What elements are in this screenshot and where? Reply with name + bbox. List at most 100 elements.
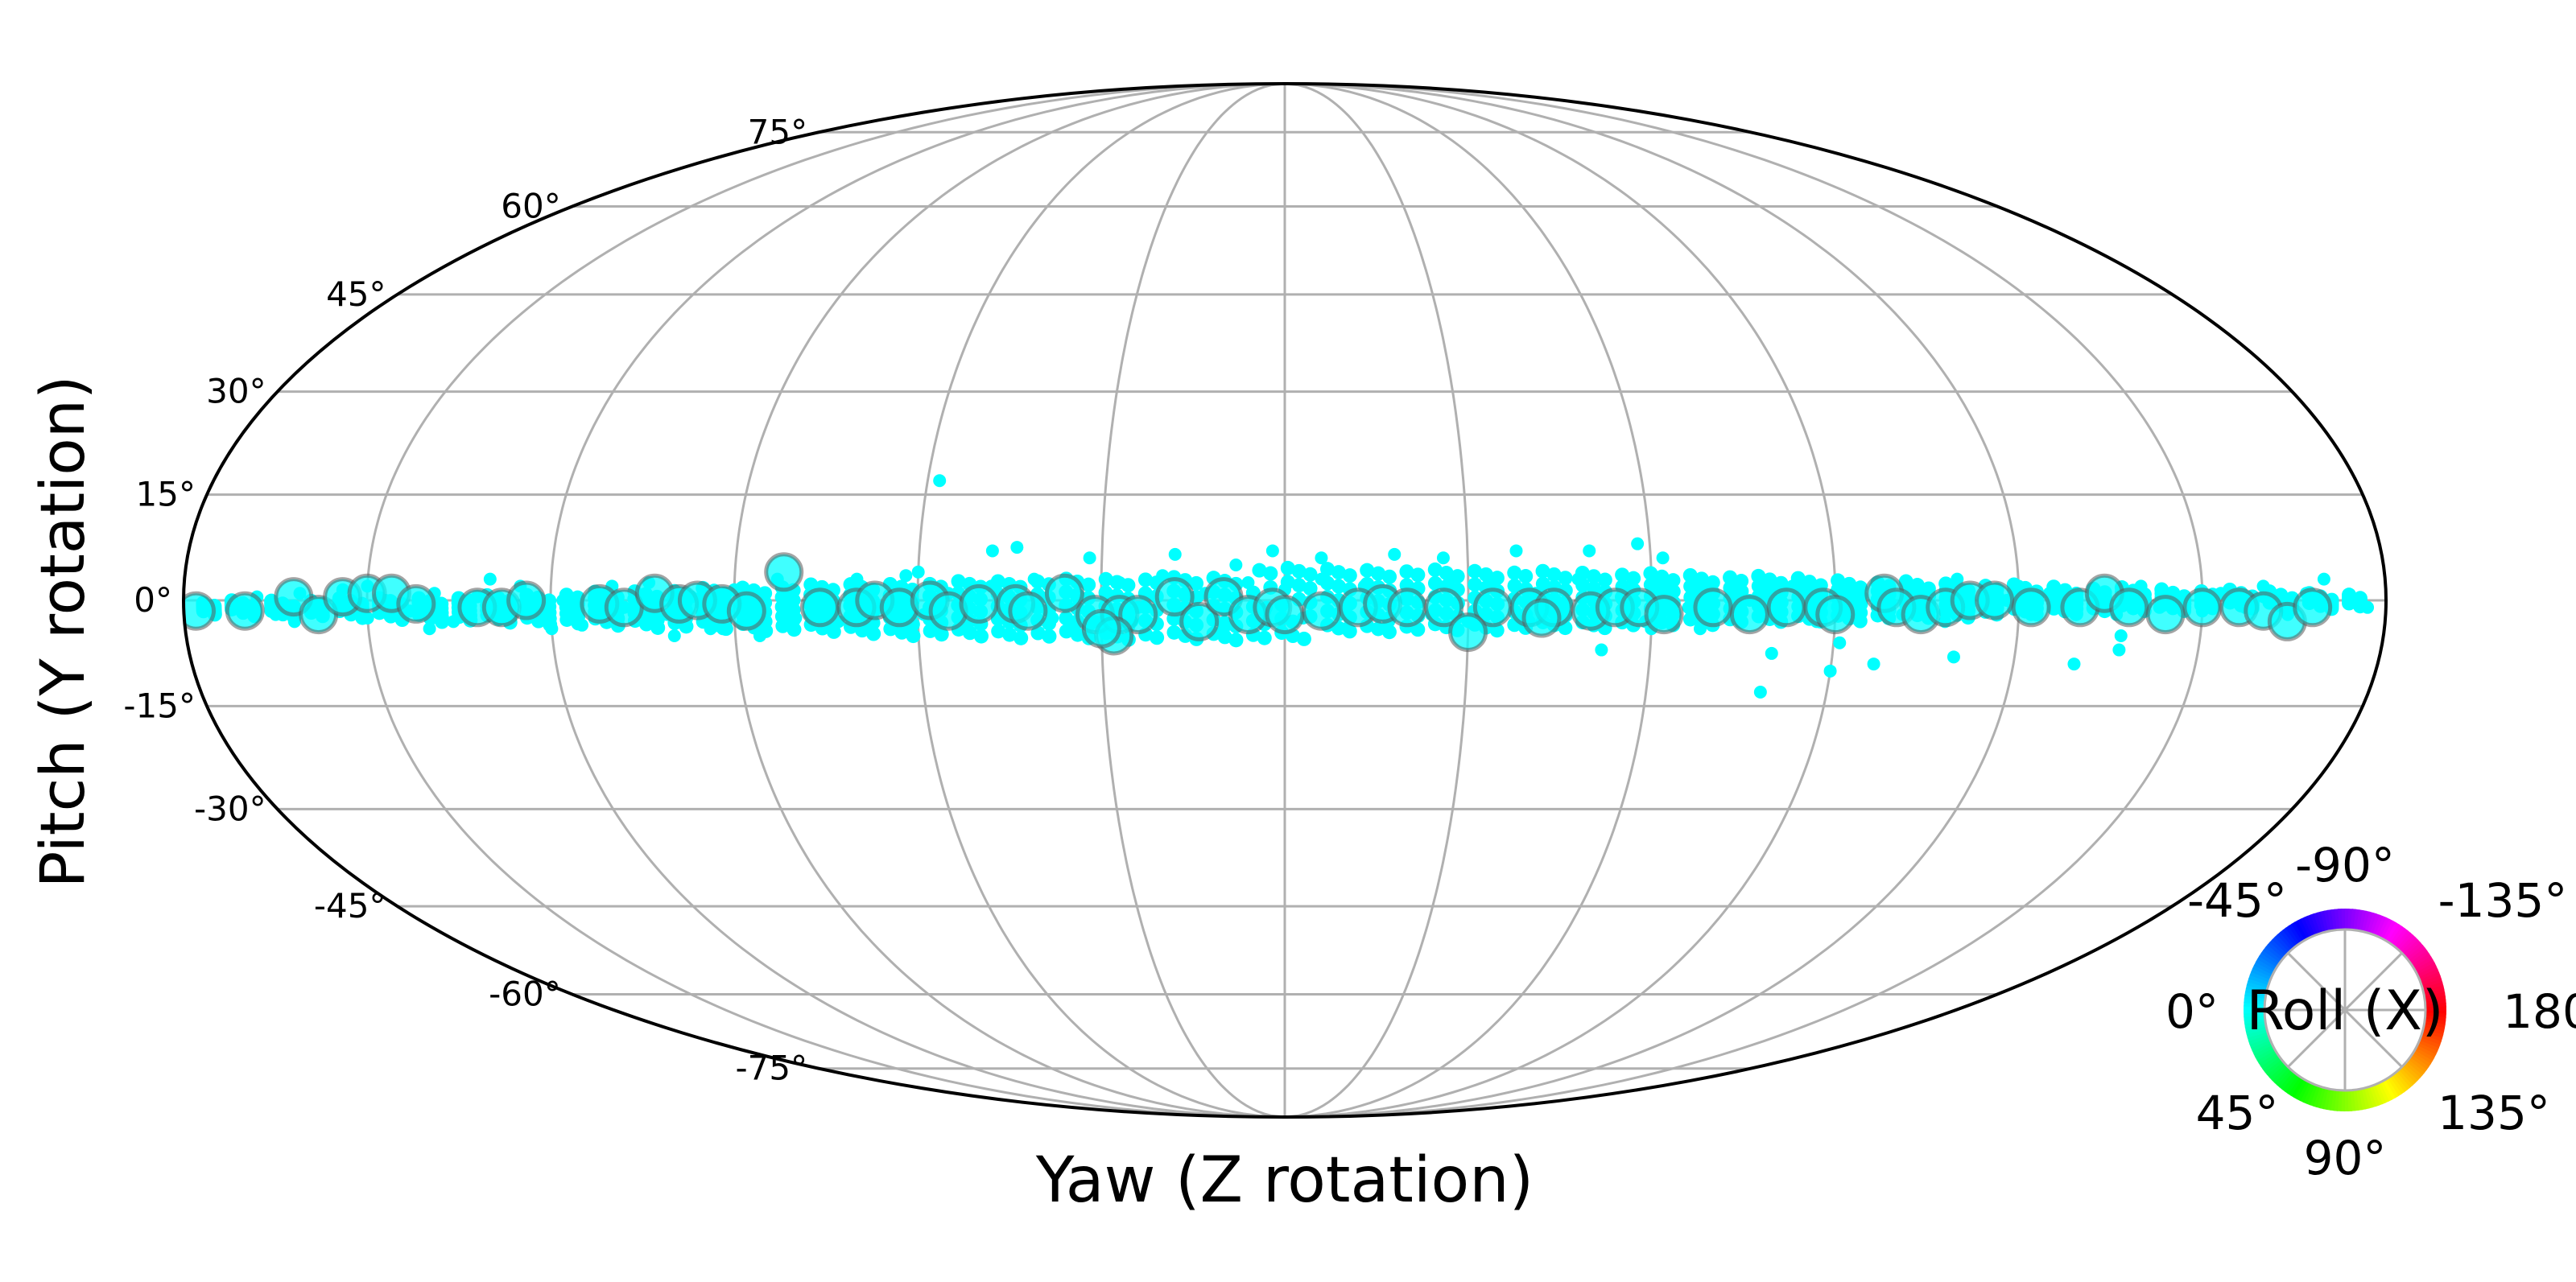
roll-wheel-segment xyxy=(2355,909,2363,931)
roll-wheel-segment xyxy=(2276,1069,2293,1088)
roll-wheel-segment xyxy=(2266,1061,2285,1078)
roll-wheel-segment xyxy=(2320,910,2330,932)
roll-wheel-segment xyxy=(2333,1090,2339,1111)
data-point-small xyxy=(1938,576,1954,592)
roll-wheel-segment xyxy=(2361,910,2371,933)
data-point-small xyxy=(1252,563,1267,578)
data-point-large xyxy=(764,552,804,592)
pitch-tick-labels: 75°60°45°30°15°0°-15°-30°-45°-60°-75° xyxy=(123,112,807,1087)
data-point-small xyxy=(1331,565,1346,580)
roll-wheel-segment xyxy=(2252,1041,2273,1055)
data-point-small xyxy=(1381,625,1397,640)
roll-wheel-segment xyxy=(2413,956,2434,971)
data-point-small xyxy=(1371,621,1386,637)
data-point-small xyxy=(1098,571,1113,587)
roll-tick-label: 0° xyxy=(2165,984,2219,1039)
x-axis-label: Yaw (Z rotation) xyxy=(1035,1144,1534,1217)
roll-wheel-segment xyxy=(2290,1078,2305,1099)
roll-wheel-segment xyxy=(2256,955,2277,970)
roll-wheel-segment xyxy=(2424,1018,2446,1025)
data-point-small xyxy=(1291,578,1307,593)
data-point-small xyxy=(1059,624,1074,639)
data-point-large xyxy=(799,587,840,628)
data-point-small xyxy=(1867,657,1880,671)
roll-wheel-segment xyxy=(2420,1034,2442,1046)
roll-wheel-segment xyxy=(2244,1023,2267,1032)
roll-wheel-segment xyxy=(2271,1065,2289,1083)
roll-wheel-segment xyxy=(2253,1045,2274,1058)
data-point-small xyxy=(894,625,910,640)
roll-wheel-segment xyxy=(2244,995,2266,1002)
roll-tick-label: 180° xyxy=(2503,984,2576,1039)
roll-wheel-segment xyxy=(2418,1040,2439,1053)
roll-wheel-segment xyxy=(2260,950,2281,966)
data-point-small xyxy=(1166,625,1182,640)
data-point-small xyxy=(483,572,497,586)
data-point-small xyxy=(1320,575,1335,591)
roll-wheel-segment xyxy=(2296,1080,2310,1102)
roll-wheel-segment xyxy=(2251,967,2272,980)
data-point-small xyxy=(1319,562,1335,577)
data-point-small xyxy=(1410,622,1426,637)
roll-wheel-segment xyxy=(2372,914,2384,936)
data-point-large xyxy=(1387,587,1427,628)
data-point-small xyxy=(1189,575,1204,591)
data-point-large xyxy=(1693,587,1733,628)
roll-wheel-segment xyxy=(2248,1034,2269,1045)
roll-wheel-segment xyxy=(2299,1082,2313,1103)
roll-wheel-segment xyxy=(2387,1076,2402,1097)
roll-wheel-segment xyxy=(2302,1083,2315,1104)
roll-wheel-segment xyxy=(2263,946,2282,963)
data-point-small xyxy=(1059,611,1074,626)
data-point-small xyxy=(1705,575,1720,590)
roll-tick-label: -45° xyxy=(2187,873,2287,928)
data-point-small xyxy=(990,574,1005,589)
data-point-small xyxy=(1507,565,1522,580)
roll-wheel-segment xyxy=(2319,1087,2329,1110)
data-point-small xyxy=(1010,541,1024,554)
roll-wheel-segment xyxy=(2367,912,2377,934)
roll-wheel-segment xyxy=(2358,1088,2367,1111)
roll-wheel-segment xyxy=(2255,1047,2276,1061)
roll-wheel-segment xyxy=(2274,934,2292,953)
roll-wheel-segment xyxy=(2273,1067,2292,1086)
data-point-small xyxy=(1265,544,1279,558)
roll-tick-label: 135° xyxy=(2438,1086,2550,1140)
data-point-small xyxy=(1833,636,1847,649)
roll-legend-label: Roll (X) xyxy=(2247,979,2444,1043)
data-point-small xyxy=(1666,584,1681,600)
pitch-tick-label: 75° xyxy=(748,112,807,151)
roll-wheel-segment xyxy=(2245,1025,2267,1035)
roll-wheel-segment xyxy=(2425,1016,2446,1022)
data-point-small xyxy=(1535,563,1550,579)
roll-wheel-segment xyxy=(2323,909,2332,932)
data-point-small xyxy=(2006,577,2021,592)
data-point-small xyxy=(1753,686,1767,699)
data-point-small xyxy=(1217,629,1232,645)
data-point-small xyxy=(803,577,819,592)
roll-wheel-segment xyxy=(2281,1073,2298,1092)
roll-wheel-segment xyxy=(2249,971,2271,983)
data-point-small xyxy=(1507,578,1522,593)
roll-wheel-segment xyxy=(2258,1052,2279,1067)
roll-wheel-segment xyxy=(2314,912,2324,934)
data-point-small xyxy=(1427,575,1443,591)
data-point-small xyxy=(2112,643,2126,657)
projection-outline xyxy=(182,82,2388,1119)
data-point-small xyxy=(1575,565,1590,580)
roll-wheel-segment xyxy=(2424,992,2446,1000)
roll-wheel-segment xyxy=(2246,1028,2268,1038)
data-point-small xyxy=(1586,569,1601,584)
data-point-small xyxy=(923,623,938,638)
roll-wheel-segment xyxy=(2406,945,2425,962)
data-point-small xyxy=(1002,627,1018,642)
data-point-small xyxy=(1631,537,1645,550)
roll-wheel-segment xyxy=(2382,920,2396,941)
roll-wheel-segment xyxy=(2380,918,2394,940)
roll-wheel-segment xyxy=(2253,961,2275,975)
data-point-small xyxy=(1280,575,1295,590)
data-point-small xyxy=(667,629,681,642)
data-point-small xyxy=(1150,630,1165,645)
data-point-small xyxy=(1360,576,1375,592)
roll-wheel-segment xyxy=(2285,925,2301,946)
